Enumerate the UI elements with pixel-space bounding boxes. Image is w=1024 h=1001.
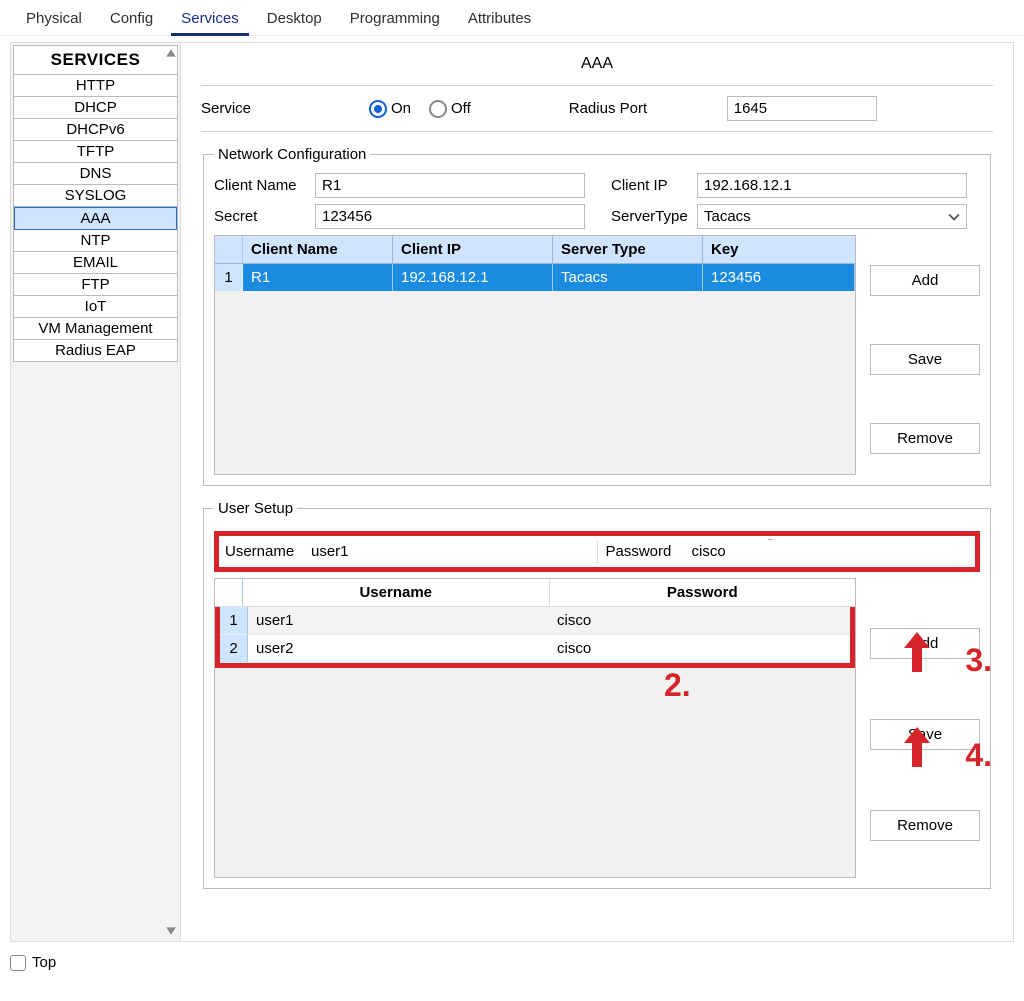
cell-server-type: Tacacs bbox=[553, 264, 703, 291]
radio-off-icon bbox=[429, 100, 447, 118]
radius-port-input[interactable] bbox=[727, 96, 877, 121]
cell-username: user2 bbox=[248, 635, 549, 662]
col-num-header bbox=[215, 236, 243, 263]
col-key: Key bbox=[703, 236, 855, 263]
sidebar-item-dns[interactable]: DNS bbox=[14, 163, 177, 185]
client-ip-label: Client IP bbox=[611, 177, 691, 194]
sidebar-item-http[interactable]: HTTP bbox=[14, 75, 177, 97]
secret-input[interactable] bbox=[315, 204, 585, 229]
tab-services[interactable]: Services bbox=[167, 4, 253, 35]
client-name-label: Client Name bbox=[214, 177, 309, 194]
annotation-2: 2. bbox=[664, 667, 691, 704]
col-username: Username bbox=[243, 579, 550, 606]
radius-port-label: Radius Port bbox=[569, 100, 719, 117]
sidebar: SERVICES HTTP DHCP DHCPv6 TFTP DNS SYSLO… bbox=[11, 43, 181, 941]
client-ip-input[interactable] bbox=[697, 173, 967, 198]
password-input[interactable] bbox=[686, 540, 970, 563]
cell-username: user1 bbox=[248, 607, 549, 634]
cell-client-ip: 192.168.12.1 bbox=[393, 264, 553, 291]
clients-table-header: Client Name Client IP Server Type Key bbox=[215, 236, 855, 264]
arrow-up-icon bbox=[904, 632, 930, 672]
sidebar-item-email[interactable]: EMAIL bbox=[14, 252, 177, 274]
tab-attributes[interactable]: Attributes bbox=[454, 4, 545, 35]
top-checkbox[interactable] bbox=[10, 955, 26, 971]
page-title: AAA bbox=[201, 51, 993, 86]
tab-programming[interactable]: Programming bbox=[336, 4, 454, 35]
service-off-radio[interactable]: Off bbox=[429, 100, 471, 118]
user-setup-legend: User Setup bbox=[214, 500, 297, 517]
users-table: Username Password 1 user1 cisco 2 u bbox=[214, 578, 856, 878]
server-type-label: ServerType bbox=[611, 208, 691, 225]
service-row: Service On Off Radius Port bbox=[201, 96, 993, 132]
tab-config[interactable]: Config bbox=[96, 4, 167, 35]
us-remove-button[interactable]: Remove bbox=[870, 810, 980, 841]
cell-password: cisco bbox=[549, 607, 850, 634]
sidebar-item-iot[interactable]: IoT bbox=[14, 296, 177, 318]
off-label: Off bbox=[451, 100, 471, 117]
annotation-4: 4. bbox=[965, 737, 992, 774]
footer: Top bbox=[0, 948, 1024, 977]
client-name-input[interactable] bbox=[315, 173, 585, 198]
sidebar-item-vm-management[interactable]: VM Management bbox=[14, 318, 177, 340]
service-on-radio[interactable]: On bbox=[369, 100, 411, 118]
table-row[interactable]: 1 R1 192.168.12.1 Tacacs 123456 bbox=[215, 264, 855, 291]
main-panel: AAA Service On Off Radius Port Network C… bbox=[181, 43, 1013, 941]
users-table-header: Username Password bbox=[215, 579, 855, 607]
sidebar-item-ntp[interactable]: NTP bbox=[14, 230, 177, 252]
nc-buttons: Add Save Remove bbox=[870, 235, 980, 475]
server-type-value: Tacacs bbox=[704, 208, 751, 225]
scroll-down-icon[interactable] bbox=[165, 925, 177, 937]
tab-physical[interactable]: Physical bbox=[12, 4, 96, 35]
users-table-body-highlight: 1 user1 cisco 2 user2 cisco bbox=[215, 607, 855, 668]
server-type-select[interactable]: Tacacs bbox=[697, 204, 967, 229]
radio-on-icon bbox=[369, 100, 387, 118]
cell-password: cisco bbox=[549, 635, 850, 662]
sidebar-item-dhcp[interactable]: DHCP bbox=[14, 97, 177, 119]
input-separator bbox=[597, 541, 598, 563]
username-input[interactable] bbox=[305, 540, 589, 563]
clients-table: Client Name Client IP Server Type Key 1 … bbox=[214, 235, 856, 475]
username-label: Username bbox=[225, 543, 305, 560]
sidebar-item-dhcpv6[interactable]: DHCPv6 bbox=[14, 119, 177, 141]
top-label: Top bbox=[32, 954, 56, 971]
sidebar-item-radius-eap[interactable]: Radius EAP bbox=[14, 340, 177, 361]
arrow-up-icon bbox=[904, 727, 930, 767]
user-input-row: Username Password bbox=[214, 531, 980, 572]
services-title: SERVICES bbox=[14, 46, 177, 75]
row-num: 1 bbox=[220, 607, 248, 634]
sidebar-item-ftp[interactable]: FTP bbox=[14, 274, 177, 296]
sidebar-item-tftp[interactable]: TFTP bbox=[14, 141, 177, 163]
nc-remove-button[interactable]: Remove bbox=[870, 423, 980, 454]
col-client-ip: Client IP bbox=[393, 236, 553, 263]
col-server-type: Server Type bbox=[553, 236, 703, 263]
user-setup-group: User Setup Username Password Username Pa… bbox=[203, 500, 991, 889]
table-row[interactable]: 2 user2 cisco bbox=[220, 635, 850, 663]
col-num-header-us bbox=[215, 579, 243, 606]
scroll-up-icon[interactable] bbox=[165, 47, 177, 59]
col-password: Password bbox=[550, 579, 856, 606]
sidebar-item-aaa[interactable]: AAA bbox=[14, 207, 177, 230]
cell-key: 123456 bbox=[703, 264, 855, 291]
nc-save-button[interactable]: Save bbox=[870, 344, 980, 375]
tab-desktop[interactable]: Desktop bbox=[253, 4, 336, 35]
network-config-group: Network Configuration Client Name Client… bbox=[203, 146, 991, 486]
sidebar-item-syslog[interactable]: SYSLOG bbox=[14, 185, 177, 207]
annotation-3: 3. bbox=[965, 642, 992, 679]
col-client-name: Client Name bbox=[243, 236, 393, 263]
service-label: Service bbox=[201, 100, 361, 117]
network-config-legend: Network Configuration bbox=[214, 146, 370, 163]
chevron-down-icon bbox=[948, 211, 960, 223]
services-list: SERVICES HTTP DHCP DHCPv6 TFTP DNS SYSLO… bbox=[13, 45, 178, 362]
row-num: 2 bbox=[220, 635, 248, 662]
cell-client-name: R1 bbox=[243, 264, 393, 291]
secret-label: Secret bbox=[214, 208, 309, 225]
password-label: Password bbox=[606, 543, 686, 560]
nc-add-button[interactable]: Add bbox=[870, 265, 980, 296]
main-tabs: Physical Config Services Desktop Program… bbox=[0, 0, 1024, 36]
row-num: 1 bbox=[215, 264, 243, 291]
table-row[interactable]: 1 user1 cisco bbox=[220, 607, 850, 635]
on-label: On bbox=[391, 100, 411, 117]
workspace: SERVICES HTTP DHCP DHCPv6 TFTP DNS SYSLO… bbox=[10, 42, 1014, 942]
